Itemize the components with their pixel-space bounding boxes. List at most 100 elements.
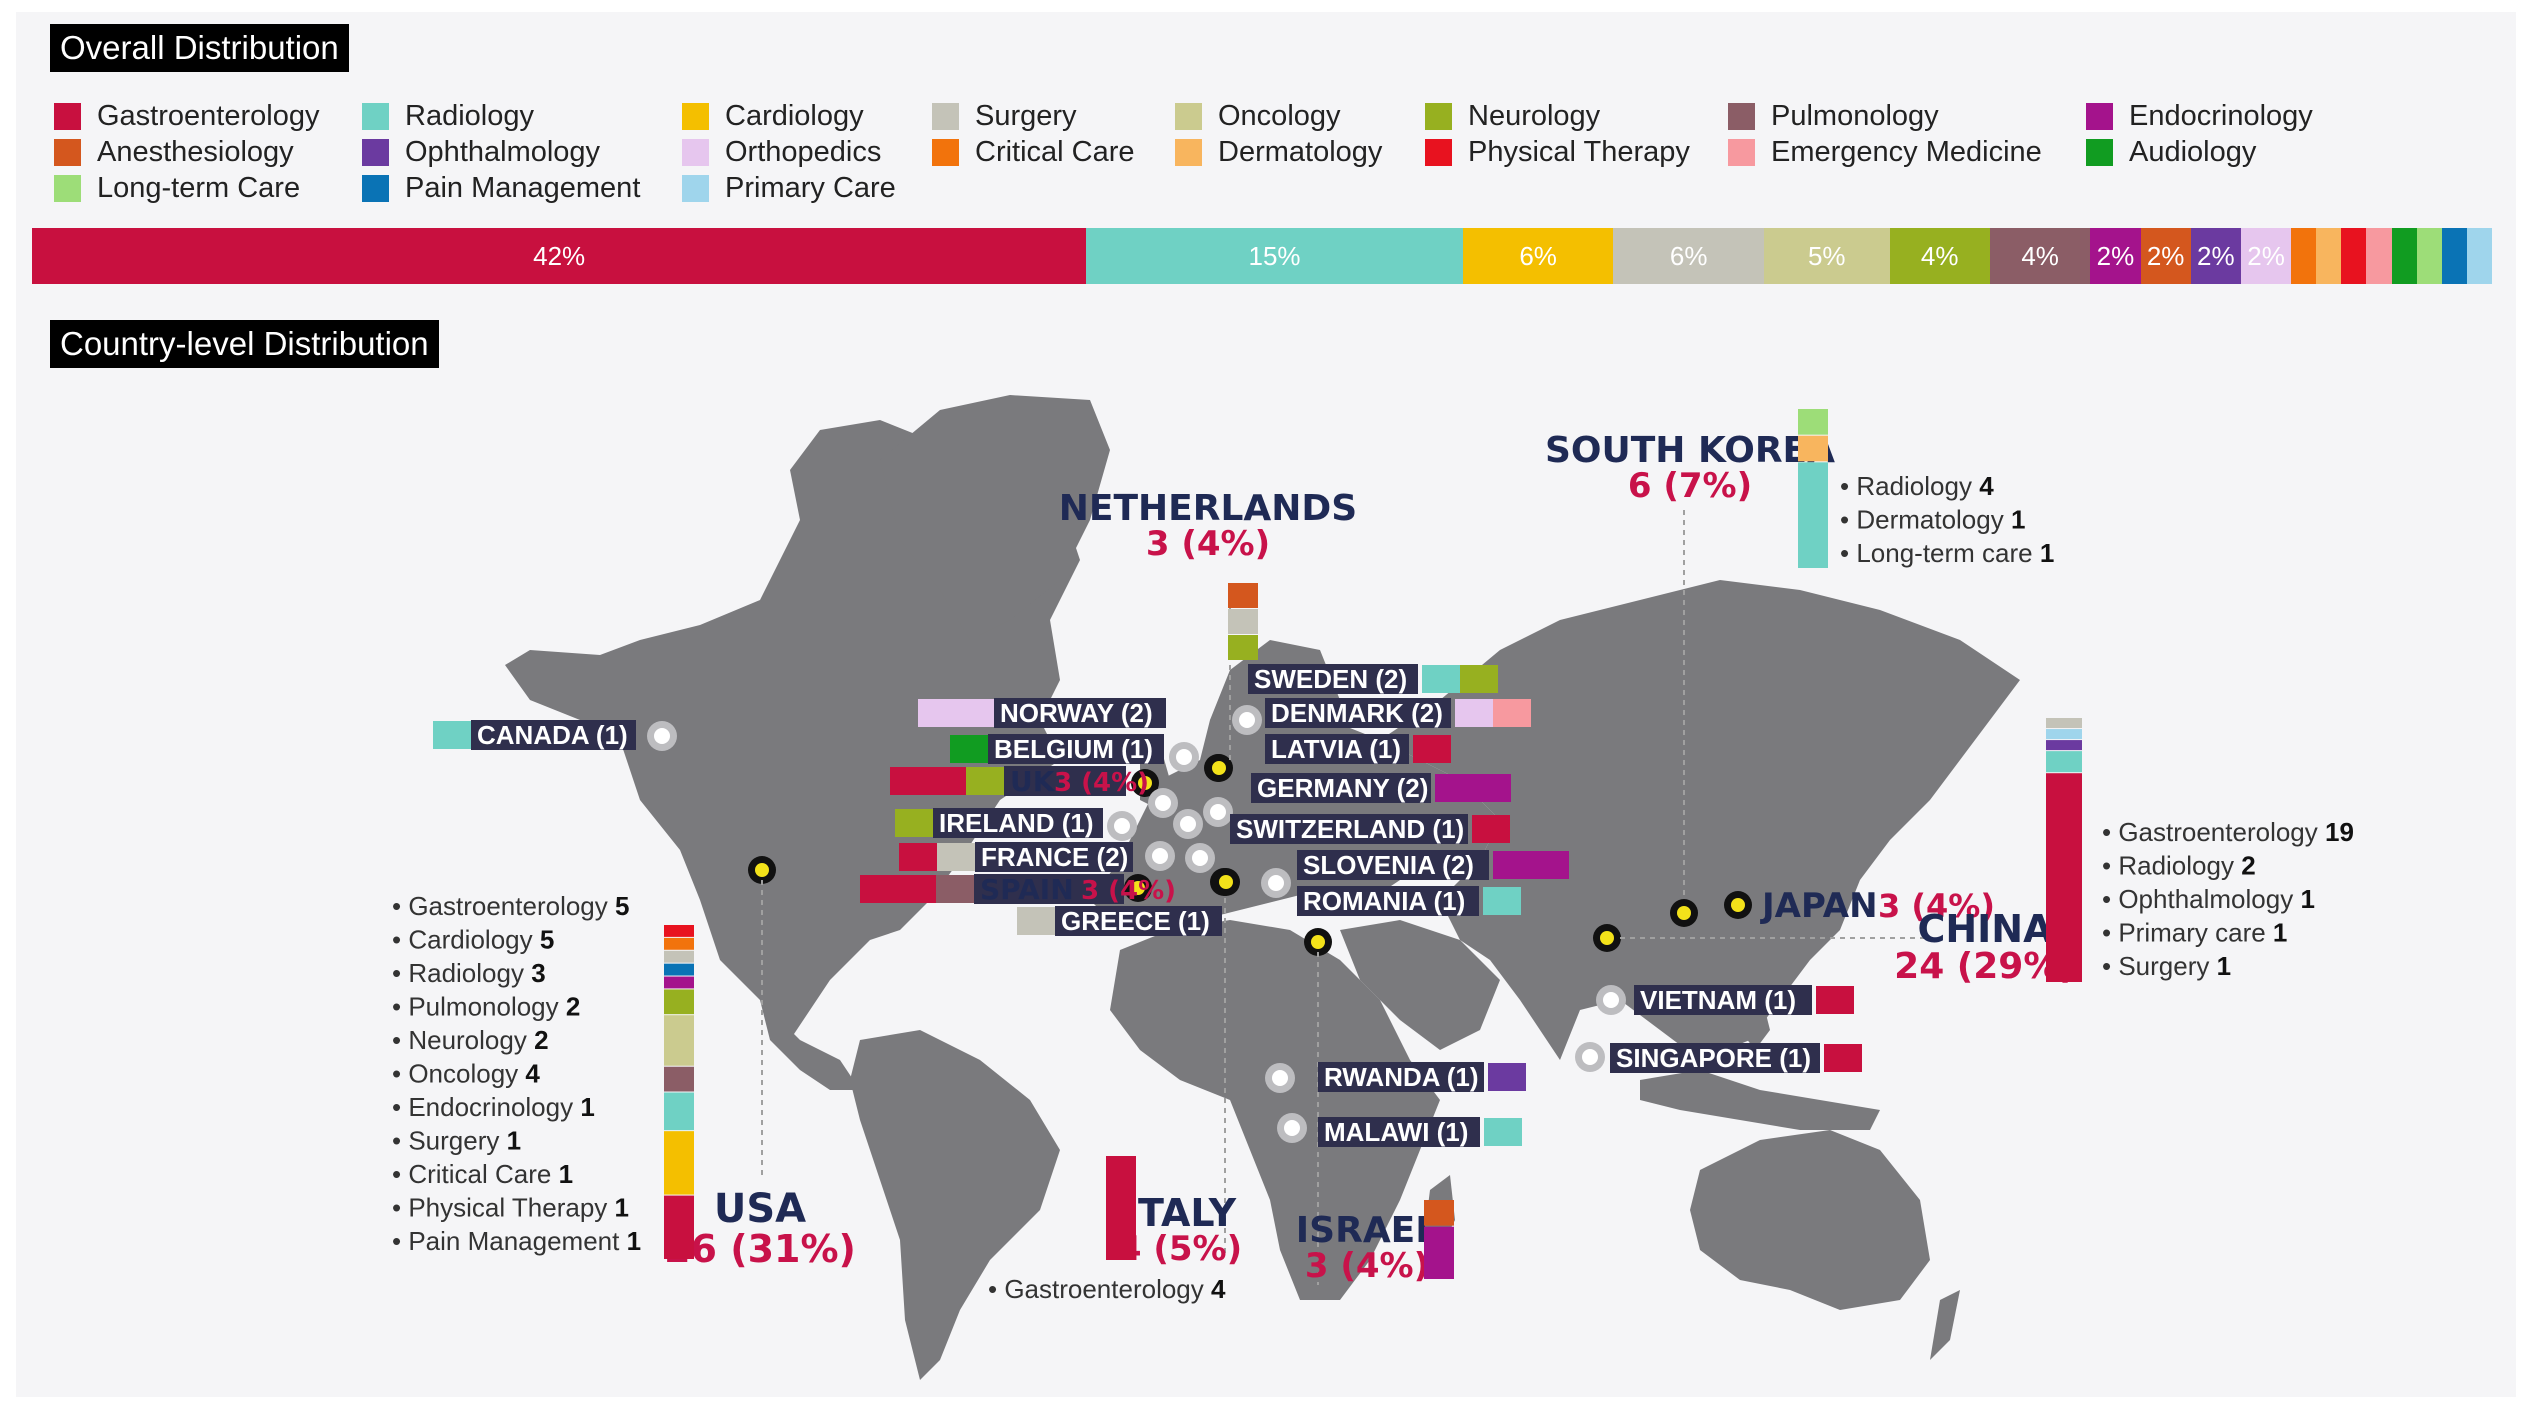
label-bg-ireland [933, 808, 1103, 838]
legend-swatch [54, 139, 81, 166]
list-item-usa: • Gastroenterology 5 [392, 891, 629, 921]
list-item-usa: • Surgery 1 [392, 1126, 521, 1156]
bar-israel-anesthesiology [1424, 1200, 1454, 1226]
country-value-china: 24 (29%) [1894, 946, 2076, 987]
bar-china-ophthalmology [2046, 740, 2082, 751]
list-item-usa: • Pain Management 1 [392, 1226, 641, 1256]
swatch-denmark-1 [1493, 699, 1531, 727]
legend-item-surgery: Surgery [932, 100, 1077, 133]
bar-china-radiology [2046, 751, 2082, 773]
bar-usa-pulmonology [664, 1066, 694, 1092]
label-bg-romania [1297, 886, 1479, 916]
list-item-china: • Radiology 2 [2102, 851, 2256, 881]
label-bg-france [975, 842, 1133, 872]
bar-segment-gastroenterology: 42% [32, 228, 1087, 284]
country-distribution-title: Country-level Distribution [50, 320, 439, 368]
swatch-belgium-0 [950, 735, 988, 763]
label-bg-latvia [1265, 734, 1409, 764]
label-name-spain: SPAIN [980, 873, 1074, 906]
label-bg-spain [974, 874, 1124, 904]
legend-label: Long-term Care [97, 172, 301, 204]
list-item-usa: • Critical Care 1 [392, 1159, 573, 1189]
label-bg-sweden [1248, 664, 1418, 694]
legend-item-critical-care: Critical Care [932, 136, 1135, 169]
swatch-spain-0 [860, 875, 898, 903]
overall-distribution-title: Overall Distribution [50, 24, 349, 72]
marker-dot [1311, 935, 1325, 949]
country-name-south-korea: SOUTH KOREA [1545, 430, 1835, 471]
legend-label: Primary Care [725, 172, 896, 204]
label-value-spain: 3 (4%) [1081, 876, 1176, 906]
legend-swatch [1175, 139, 1202, 166]
legend-label: Ophthalmology [405, 136, 601, 168]
label-value-japan: 3 (4%) [1878, 887, 1995, 925]
bar-segment-oncology: 5% [1764, 228, 1890, 284]
label-bg-switzerland [1230, 814, 1468, 844]
marker-dot [1582, 1049, 1598, 1065]
label-france: FRANCE (2) [981, 842, 1128, 872]
legend-item-endocrinology: Endocrinology [2086, 100, 2313, 133]
bar-segment-endocrinology: 2% [2090, 228, 2141, 284]
legend-item-emergency-medicine: Emergency Medicine [1728, 136, 2042, 169]
swatch-spain-1 [898, 875, 936, 903]
marker-dot [1731, 898, 1745, 912]
marker-dot [1219, 875, 1233, 889]
label-vietnam: VIETNAM (1) [1640, 985, 1796, 1015]
legend-item-orthopedics: Orthopedics [682, 136, 881, 169]
country-value-netherlands: 3 (4%) [1146, 524, 1270, 564]
bar-usa-oncology [664, 1015, 694, 1066]
marker-dot [1180, 816, 1196, 832]
list-item-china: • Gastroenterology 19 [2102, 817, 2354, 847]
legend-swatch [1425, 139, 1452, 166]
swatch-germany-0 [1435, 774, 1473, 802]
swatch-greece-0 [1017, 907, 1055, 935]
marker-dot [1192, 850, 1208, 866]
bar-netherlands-neurology [1228, 635, 1258, 660]
legend-item-pulmonology: Pulmonology [1728, 100, 1939, 133]
legend-label: Audiology [2129, 136, 2257, 168]
legend-label: Gastroenterology [97, 100, 320, 132]
swatch-singapore-0 [1824, 1044, 1862, 1072]
bar-segment-anesthesiology: 2% [2140, 228, 2191, 284]
swatch-norway-1 [956, 699, 994, 727]
label-bg-greece [1055, 906, 1222, 936]
country-value-south-korea: 6 (7%) [1628, 466, 1752, 506]
legend-swatch [682, 175, 709, 202]
label-denmark: DENMARK (2) [1271, 698, 1443, 728]
label-bg-singapore [1610, 1043, 1820, 1073]
bar-segment-pulmonology: 4% [1989, 228, 2091, 284]
list-item-usa: • Endocrinology 1 [392, 1092, 595, 1122]
bar-usa-gastroenterology [664, 1195, 694, 1259]
bar-italy-gastroenterology [1106, 1156, 1136, 1260]
label-bg-uk [1004, 766, 1126, 796]
label-norway: NORWAY (2) [1000, 698, 1153, 728]
legend-swatch [362, 103, 389, 130]
country-value-italy: 4 (5%) [1118, 1229, 1242, 1269]
label-belgium: BELGIUM (1) [994, 734, 1153, 764]
legend-item-neurology: Neurology [1425, 100, 1600, 133]
bar-segment-primary-care [2466, 228, 2492, 284]
swatch-uk-1 [928, 767, 966, 795]
overall-distribution-bar: 42% 15% 6% 6% 5% 4% 4% 2% 2% 2% 2% [32, 228, 2492, 284]
swatch-uk-0 [890, 767, 928, 795]
bar-south-korea-dermatology [1798, 435, 1828, 462]
swatch-denmark-0 [1455, 699, 1493, 727]
bar-israel-endocrinology [1424, 1226, 1454, 1279]
legend: Gastroenterology Anesthesiology Long-term … [0, 0, 2524, 204]
swatch-slovenia-0 [1493, 851, 1531, 879]
marker-dot [654, 728, 670, 744]
label-bg-canada [471, 720, 636, 750]
country-value-israel: 3 (4%) [1305, 1246, 1429, 1286]
legend-swatch [1425, 103, 1452, 130]
bar-segment-neurology: 4% [1889, 228, 1990, 284]
bar-segment-audiology [2391, 228, 2417, 284]
marker-dot [1152, 848, 1168, 864]
country-name-netherlands: NETHERLANDS [1059, 488, 1357, 529]
marker-dot [1603, 992, 1619, 1008]
marker-dot [755, 863, 769, 877]
swatch-france-0 [899, 843, 937, 871]
swatch-germany-1 [1473, 774, 1511, 802]
legend-label: Anesthesiology [97, 136, 294, 168]
legend-label: Endocrinology [2129, 100, 2313, 132]
country-name-israel: ISRAEL [1296, 1210, 1438, 1251]
